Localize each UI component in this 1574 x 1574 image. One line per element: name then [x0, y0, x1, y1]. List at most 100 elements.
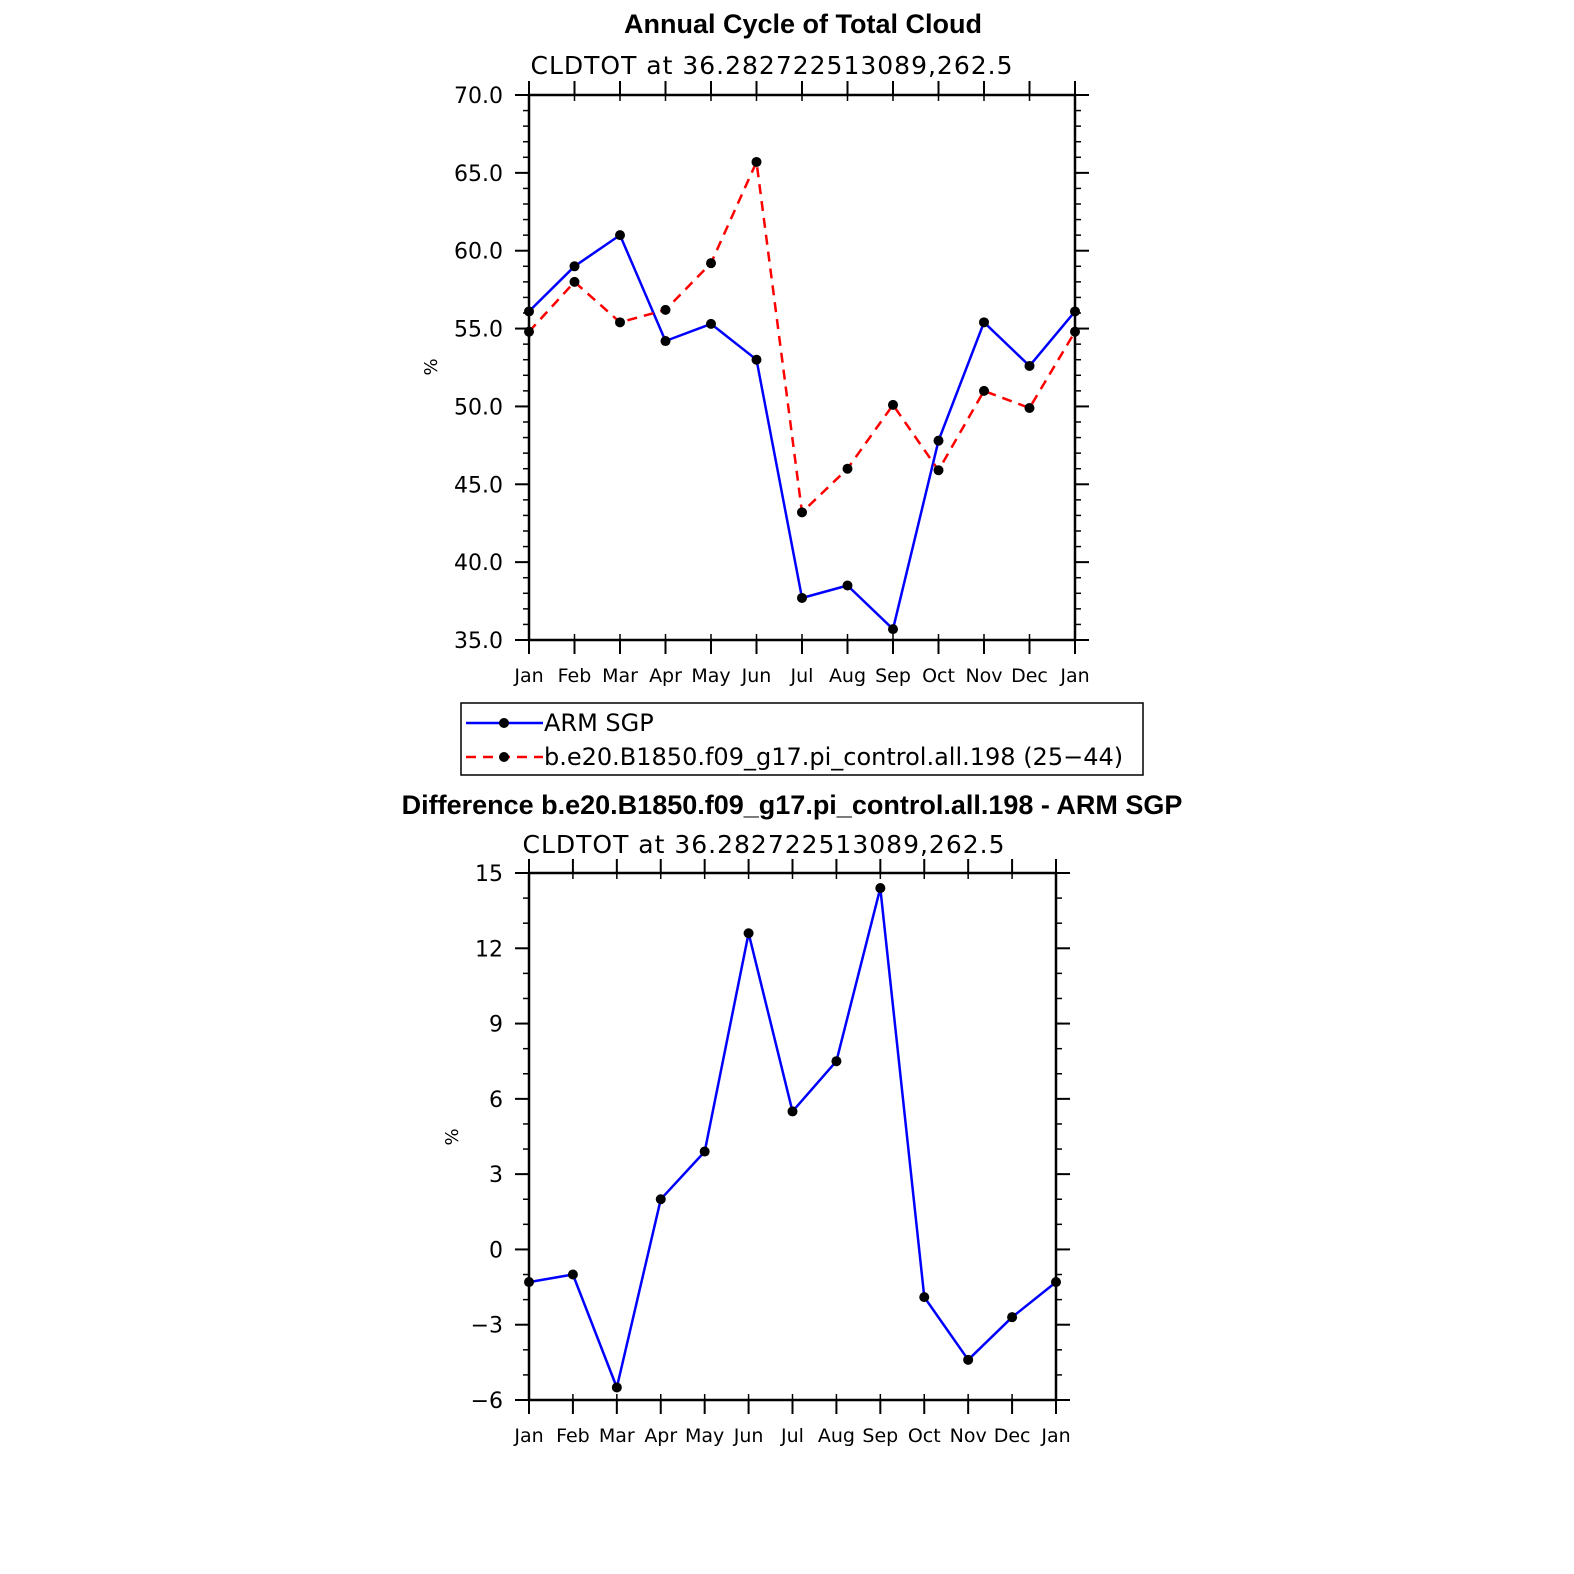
y-tick-label: 45.0 [454, 473, 503, 498]
data-point-s0 [919, 1292, 930, 1303]
y-tick-label: 0 [489, 1238, 503, 1263]
y-tick-label: 60.0 [454, 240, 503, 265]
data-point-s0 [743, 928, 754, 939]
data-point-s0 [569, 261, 580, 272]
data-point-s1 [979, 385, 989, 396]
x-tick-label: Dec [994, 1425, 1031, 1447]
data-point-s0 [1007, 1312, 1018, 1323]
data-point-s0 [706, 318, 716, 329]
data-point-s1 [524, 326, 534, 337]
series-line-0 [528, 886, 1057, 1389]
x-tick-label: Nov [965, 665, 1002, 687]
data-point-s0 [567, 1269, 578, 1280]
x-tick-label: Dec [1011, 665, 1048, 687]
data-point-s1 [1024, 402, 1035, 413]
data-point-s0 [875, 883, 886, 894]
difference-chart: Difference b.e20.B1850.f09_g17.pi_contro… [402, 790, 1183, 1447]
data-point-s0 [888, 624, 898, 635]
data-point-s0 [524, 1277, 534, 1288]
x-tick-label: Aug [829, 665, 866, 687]
y-tick-label: −6 [471, 1389, 503, 1414]
legend-marker-arm-sgp [499, 718, 509, 728]
data-point-s0 [615, 230, 625, 241]
chart-title: Annual Cycle of Total Cloud [624, 9, 982, 39]
data-point-s1 [888, 399, 898, 410]
x-tick-label: Jan [1059, 665, 1089, 687]
x-tick-label: Sep [862, 1425, 898, 1447]
annual-cycle-chart: Annual Cycle of Total Cloud CLDTOT at 36… [421, 9, 1090, 687]
data-point-s0 [751, 354, 762, 365]
data-point-s1 [660, 304, 671, 315]
data-point-s0 [699, 1146, 710, 1157]
x-tick-label: Oct [922, 665, 955, 687]
chart-title: Difference b.e20.B1850.f09_g17.pi_contro… [402, 790, 1183, 820]
data-point-s0 [787, 1106, 798, 1117]
data-point-s1 [615, 317, 625, 328]
legend: ARM SGP b.e20.B1850.f09_g17.pi_control.a… [460, 702, 1144, 776]
legend-label-arm-sgp: ARM SGP [544, 709, 654, 737]
legend-box [460, 702, 1144, 776]
x-tick-label: Aug [818, 1425, 855, 1447]
data-point-s0 [655, 1194, 666, 1205]
y-tick-label: 70.0 [454, 84, 503, 109]
y-axis-label: % [421, 358, 442, 375]
x-tick-label: Oct [908, 1425, 941, 1447]
x-tick-label: Jun [733, 1425, 764, 1447]
x-tick-label: May [685, 1425, 724, 1447]
x-tick-label: Jan [513, 665, 543, 687]
data-point-s0 [1070, 306, 1080, 317]
data-point-s1 [933, 465, 944, 476]
legend-label-model: b.e20.B1850.f09_g17.pi_control.all.198 (… [544, 743, 1123, 771]
data-point-s0 [660, 336, 671, 347]
x-tick-label: Apr [644, 1425, 677, 1447]
data-point-s1 [842, 463, 853, 474]
y-axis-label: % [442, 1128, 463, 1145]
x-tick-label: Mar [602, 665, 638, 687]
y-tick-label: 9 [489, 1013, 503, 1038]
y-tick-label: 40.0 [454, 551, 503, 576]
y-tick-label: 6 [489, 1088, 503, 1113]
x-tick-label: Mar [599, 1425, 635, 1447]
x-tick-label: Jul [790, 665, 814, 687]
data-point-s0 [842, 580, 853, 591]
data-point-s0 [611, 1382, 622, 1393]
x-tick-label: Jun [741, 665, 772, 687]
y-tick-label: 35.0 [454, 629, 503, 654]
y-tick-label: 55.0 [454, 318, 503, 343]
x-tick-label: Jan [1040, 1425, 1070, 1447]
series-line-1 [528, 160, 1077, 514]
data-point-s1 [569, 276, 580, 287]
legend-marker-model [499, 752, 509, 762]
data-point-s1 [706, 258, 716, 269]
x-tick-label: Nov [950, 1425, 987, 1447]
plot-frame [527, 93, 1077, 642]
data-point-s0 [831, 1056, 842, 1067]
y-tick-label: 12 [475, 937, 503, 962]
data-point-s1 [751, 156, 762, 167]
x-tick-label: Apr [649, 665, 682, 687]
y-tick-label: 65.0 [454, 162, 503, 187]
y-tick-label: 3 [489, 1163, 503, 1188]
x-tick-label: Feb [558, 665, 592, 687]
data-point-s1 [797, 507, 807, 518]
series-line-0 [528, 233, 1076, 631]
y-tick-label: 50.0 [454, 395, 503, 420]
chart-subtitle: CLDTOT at 36.282722513089,262.5 [530, 51, 1013, 80]
y-tick-label: 15 [475, 862, 503, 887]
data-point-s0 [1024, 360, 1035, 371]
x-tick-label: Feb [556, 1425, 590, 1447]
data-point-s1 [1070, 326, 1080, 337]
data-point-s0 [797, 592, 807, 603]
plot-frame [527, 871, 1058, 1402]
data-point-s0 [963, 1354, 974, 1365]
data-point-s0 [524, 306, 534, 317]
data-point-s0 [933, 435, 944, 446]
x-tick-label: Jan [513, 1425, 543, 1447]
data-point-s0 [979, 317, 989, 328]
x-tick-label: Jul [780, 1425, 804, 1447]
x-tick-label: May [691, 665, 730, 687]
chart-subtitle: CLDTOT at 36.282722513089,262.5 [522, 830, 1005, 859]
y-tick-label: −3 [471, 1314, 503, 1339]
x-tick-label: Sep [875, 665, 911, 687]
